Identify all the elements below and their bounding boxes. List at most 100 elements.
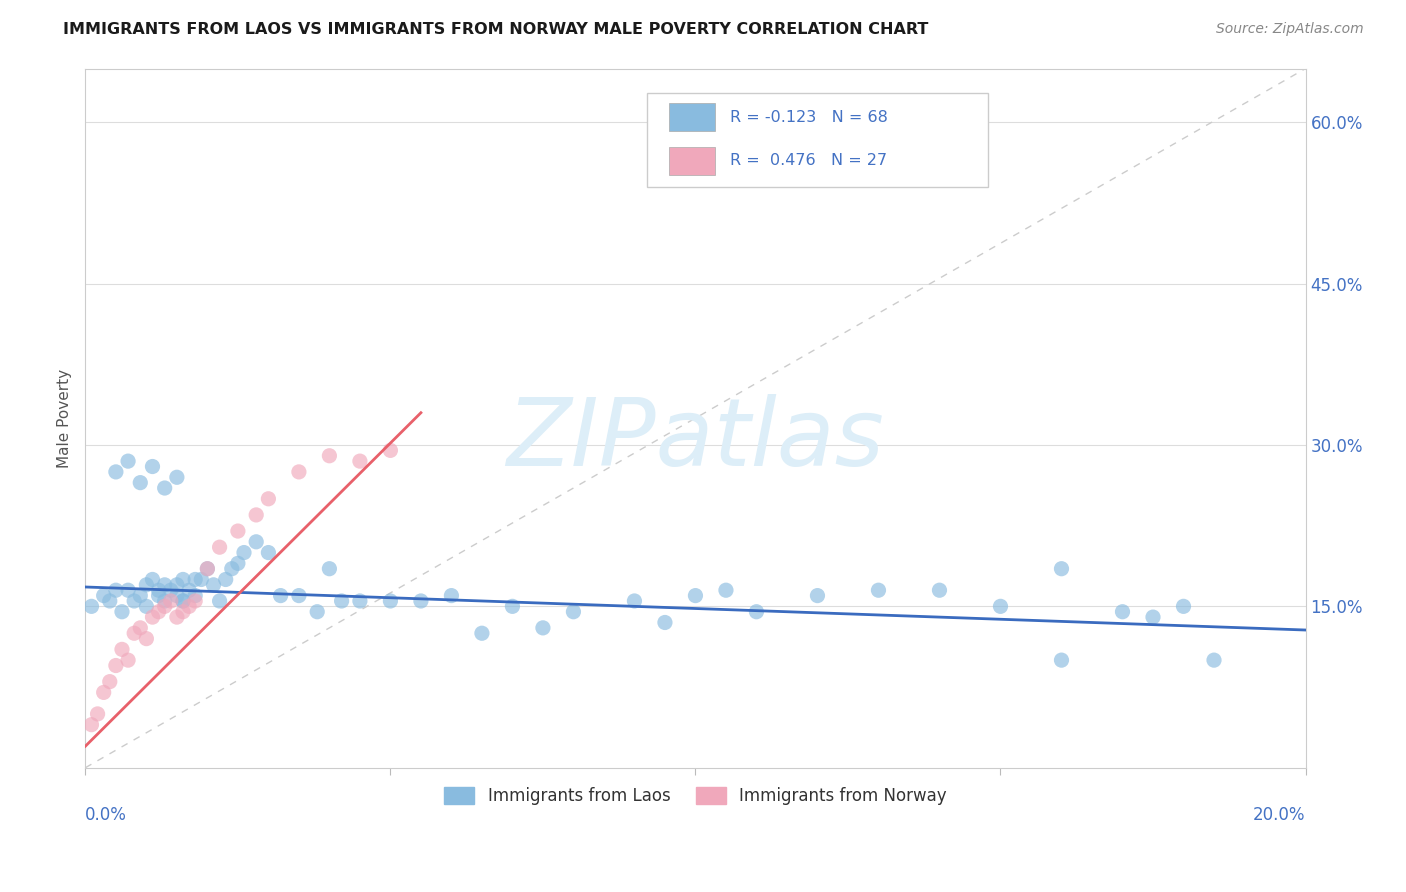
Point <box>928 583 950 598</box>
Point <box>166 589 188 603</box>
Point <box>197 562 219 576</box>
Point <box>409 594 432 608</box>
Point <box>80 599 103 614</box>
Point <box>380 594 402 608</box>
Point <box>177 583 200 598</box>
Point <box>868 583 890 598</box>
Point <box>202 578 225 592</box>
Point <box>148 583 170 598</box>
Point <box>153 594 176 608</box>
Text: Source: ZipAtlas.com: Source: ZipAtlas.com <box>1216 22 1364 37</box>
Point <box>1111 605 1133 619</box>
Text: 0.0%: 0.0% <box>86 806 128 824</box>
Point <box>307 605 329 619</box>
Point <box>166 470 188 484</box>
Legend: Immigrants from Laos, Immigrants from Norway: Immigrants from Laos, Immigrants from No… <box>437 780 953 812</box>
Point <box>1202 653 1225 667</box>
Point <box>226 524 249 538</box>
Point <box>80 717 103 731</box>
Point <box>153 481 176 495</box>
Point <box>117 653 139 667</box>
Point <box>184 573 207 587</box>
Point <box>135 599 157 614</box>
Point <box>318 562 340 576</box>
Point <box>122 626 145 640</box>
Point <box>117 454 139 468</box>
Point <box>153 599 176 614</box>
Bar <box>669 103 716 131</box>
Point <box>86 706 108 721</box>
Point <box>288 465 311 479</box>
Point <box>685 589 707 603</box>
Point <box>141 610 163 624</box>
Point <box>111 605 134 619</box>
Point <box>141 573 163 587</box>
Point <box>184 594 207 608</box>
Point <box>257 491 280 506</box>
Point <box>623 594 645 608</box>
Point <box>1050 653 1073 667</box>
Point <box>226 557 249 571</box>
Point <box>177 599 200 614</box>
Point <box>172 594 194 608</box>
Point <box>1142 610 1164 624</box>
Point <box>208 540 231 554</box>
Point <box>208 594 231 608</box>
Point <box>257 545 280 559</box>
Point <box>349 594 371 608</box>
Point <box>245 534 267 549</box>
Point <box>122 594 145 608</box>
Point <box>288 589 311 603</box>
Point <box>172 573 194 587</box>
Point <box>166 610 188 624</box>
Point <box>141 459 163 474</box>
Point <box>153 578 176 592</box>
Point <box>197 562 219 576</box>
Point <box>148 589 170 603</box>
Point <box>135 632 157 646</box>
Point <box>104 465 127 479</box>
Text: R = -0.123   N = 68: R = -0.123 N = 68 <box>730 110 887 125</box>
Point <box>166 578 188 592</box>
Point <box>93 685 115 699</box>
Point <box>117 583 139 598</box>
Point <box>270 589 292 603</box>
Point <box>104 583 127 598</box>
Point <box>190 573 212 587</box>
Point <box>129 589 152 603</box>
Point <box>1050 562 1073 576</box>
Point <box>104 658 127 673</box>
Point <box>129 621 152 635</box>
Point <box>184 589 207 603</box>
Point <box>93 589 115 603</box>
Point <box>806 589 828 603</box>
Point <box>714 583 737 598</box>
Point <box>215 573 238 587</box>
Point <box>159 583 181 598</box>
Point <box>654 615 676 630</box>
Point <box>159 594 181 608</box>
Point <box>129 475 152 490</box>
Point <box>318 449 340 463</box>
FancyBboxPatch shape <box>647 93 988 187</box>
Point <box>380 443 402 458</box>
Point <box>172 594 194 608</box>
Point <box>233 545 256 559</box>
Point <box>562 605 585 619</box>
Text: R =  0.476   N = 27: R = 0.476 N = 27 <box>730 153 887 169</box>
Point <box>471 626 494 640</box>
Point <box>172 605 194 619</box>
Point <box>245 508 267 522</box>
Point <box>330 594 353 608</box>
Y-axis label: Male Poverty: Male Poverty <box>58 368 72 467</box>
Point <box>745 605 768 619</box>
Point <box>98 594 121 608</box>
Text: 20.0%: 20.0% <box>1253 806 1306 824</box>
Point <box>135 578 157 592</box>
Text: IMMIGRANTS FROM LAOS VS IMMIGRANTS FROM NORWAY MALE POVERTY CORRELATION CHART: IMMIGRANTS FROM LAOS VS IMMIGRANTS FROM … <box>63 22 928 37</box>
Point <box>440 589 463 603</box>
Point <box>501 599 523 614</box>
Bar <box>669 147 716 175</box>
Point <box>1173 599 1195 614</box>
Point <box>221 562 243 576</box>
